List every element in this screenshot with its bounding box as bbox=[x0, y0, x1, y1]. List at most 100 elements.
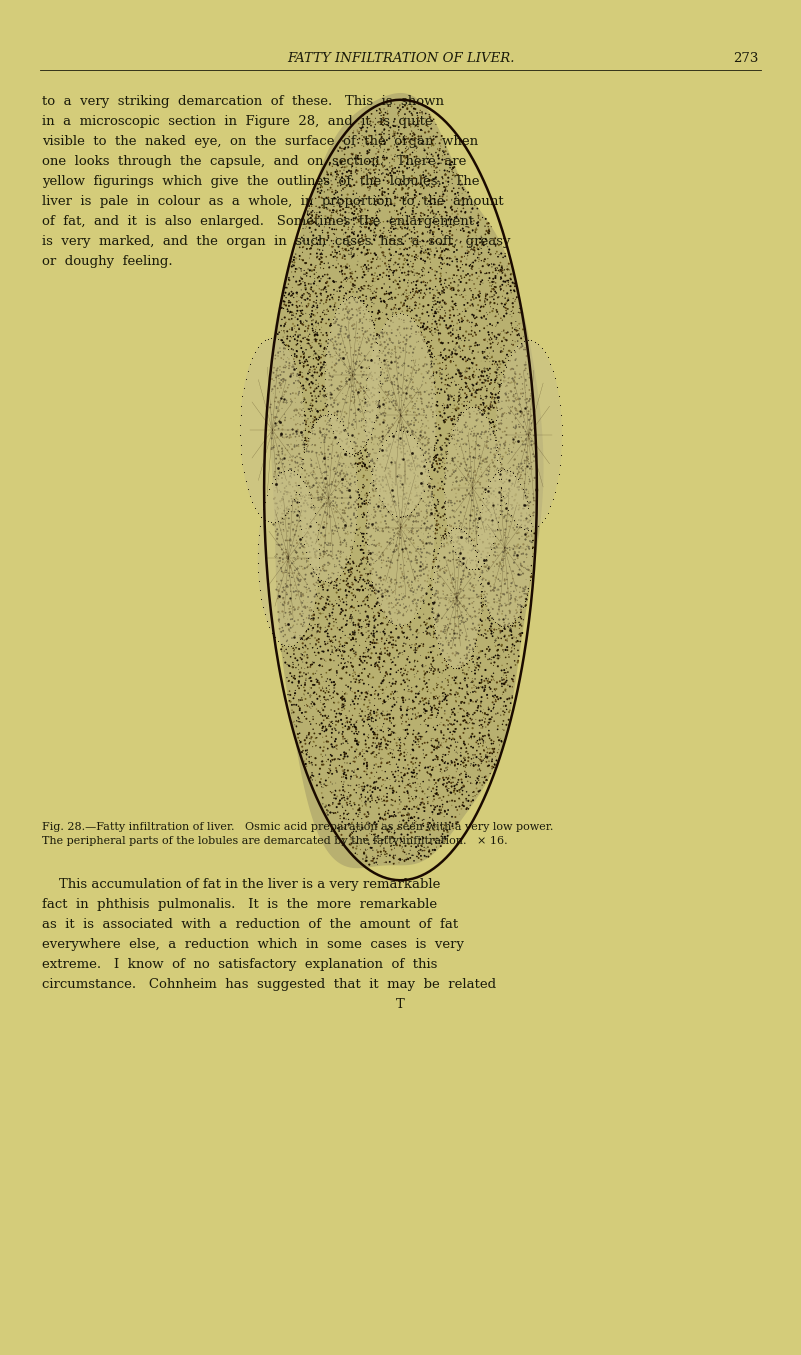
Point bbox=[453, 491, 466, 512]
Point bbox=[352, 232, 364, 253]
Point bbox=[452, 279, 465, 301]
Point bbox=[405, 527, 418, 549]
Point bbox=[304, 401, 316, 423]
Point bbox=[410, 247, 423, 268]
Point bbox=[360, 389, 372, 411]
Point bbox=[392, 119, 405, 141]
Point bbox=[334, 199, 347, 221]
Point bbox=[305, 195, 318, 217]
Polygon shape bbox=[477, 469, 532, 626]
Point bbox=[368, 243, 381, 264]
Point bbox=[312, 346, 325, 367]
Point bbox=[312, 385, 325, 406]
Point bbox=[362, 614, 375, 635]
Point bbox=[355, 790, 368, 812]
Point bbox=[432, 194, 445, 215]
Point bbox=[433, 692, 446, 714]
Point bbox=[359, 400, 372, 421]
Point bbox=[427, 657, 440, 679]
Point bbox=[337, 748, 350, 770]
Point bbox=[328, 486, 341, 508]
Point bbox=[487, 412, 500, 434]
Point bbox=[426, 130, 439, 152]
Point bbox=[415, 791, 428, 813]
Point bbox=[425, 229, 438, 251]
Point bbox=[417, 443, 429, 465]
Point bbox=[337, 717, 350, 738]
Point bbox=[292, 726, 304, 748]
Point bbox=[294, 413, 307, 435]
Point bbox=[442, 710, 455, 732]
Point bbox=[305, 450, 318, 472]
Point bbox=[455, 751, 468, 772]
Point bbox=[405, 520, 418, 542]
Point bbox=[291, 283, 304, 305]
Point bbox=[367, 390, 380, 412]
Point bbox=[334, 569, 347, 591]
Point bbox=[323, 420, 336, 442]
Point bbox=[365, 148, 378, 169]
Point bbox=[301, 646, 314, 668]
Point bbox=[406, 187, 419, 209]
Point bbox=[373, 111, 386, 133]
Point bbox=[509, 341, 521, 363]
Point bbox=[413, 504, 425, 526]
Point bbox=[413, 725, 425, 747]
Point bbox=[482, 485, 495, 507]
Point bbox=[288, 702, 300, 724]
Point bbox=[363, 611, 376, 633]
Point bbox=[419, 828, 432, 850]
Point bbox=[420, 394, 433, 416]
Point bbox=[328, 458, 341, 480]
Point bbox=[399, 660, 412, 682]
Point bbox=[449, 486, 462, 508]
Point bbox=[528, 432, 541, 454]
Point bbox=[367, 469, 380, 491]
Point bbox=[485, 322, 498, 344]
Point bbox=[392, 117, 405, 138]
Point bbox=[446, 535, 459, 557]
Point bbox=[373, 646, 386, 668]
Point bbox=[441, 799, 454, 821]
Point bbox=[353, 663, 366, 684]
Point bbox=[387, 415, 400, 436]
Point bbox=[425, 187, 437, 209]
Point bbox=[297, 676, 310, 698]
Point bbox=[323, 794, 336, 816]
Point bbox=[317, 556, 330, 577]
Point bbox=[416, 733, 429, 755]
Point bbox=[476, 524, 489, 546]
Point bbox=[487, 646, 500, 668]
Point bbox=[319, 617, 332, 638]
Point bbox=[306, 691, 319, 713]
Point bbox=[335, 687, 348, 709]
Point bbox=[279, 623, 292, 645]
Point bbox=[358, 646, 371, 668]
Point bbox=[406, 159, 419, 180]
Point bbox=[389, 400, 402, 421]
Point bbox=[425, 477, 438, 499]
Point bbox=[431, 122, 444, 144]
Point bbox=[253, 515, 266, 537]
Point bbox=[475, 234, 488, 256]
Point bbox=[455, 366, 468, 388]
Point bbox=[501, 290, 513, 312]
Point bbox=[460, 285, 473, 306]
Point bbox=[292, 364, 304, 386]
Point bbox=[517, 542, 529, 564]
Point bbox=[311, 322, 324, 344]
Point bbox=[299, 409, 312, 431]
Point bbox=[431, 291, 444, 313]
Point bbox=[363, 709, 376, 730]
Point bbox=[394, 435, 407, 457]
Point bbox=[518, 481, 531, 503]
Point bbox=[318, 649, 331, 671]
Point bbox=[328, 337, 340, 359]
Point bbox=[353, 617, 366, 638]
Point bbox=[486, 665, 499, 687]
Point bbox=[432, 804, 445, 825]
Point bbox=[366, 328, 379, 350]
Point bbox=[506, 473, 519, 495]
Point bbox=[391, 160, 404, 182]
Point bbox=[368, 225, 380, 247]
